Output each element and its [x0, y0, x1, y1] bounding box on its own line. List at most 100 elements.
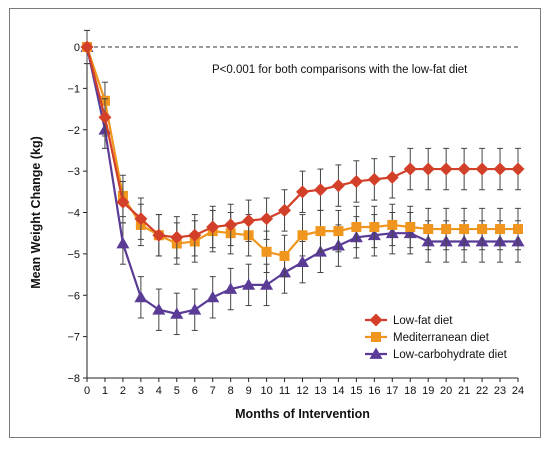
data-point — [369, 221, 380, 232]
data-point — [134, 212, 148, 226]
data-point — [98, 110, 112, 124]
data-point — [331, 179, 345, 193]
data-point — [152, 228, 166, 242]
data-point — [511, 162, 525, 176]
x-tick-label: 19 — [422, 385, 434, 397]
x-tick-label: 3 — [138, 385, 144, 397]
legend-label: Low-fat diet — [393, 315, 453, 327]
data-point — [152, 303, 166, 315]
x-tick-label: 16 — [368, 385, 380, 397]
data-point — [296, 185, 309, 199]
x-tick-label: 13 — [314, 385, 326, 397]
significance-annotation: P<0.001 for both comparisons with the lo… — [212, 64, 468, 76]
x-tick-label: 24 — [512, 385, 524, 397]
legend-label: Low-carbohydrate diet — [393, 349, 508, 361]
x-tick-label: 0 — [84, 385, 90, 397]
data-point — [116, 237, 130, 249]
x-tick-label: 7 — [210, 385, 216, 397]
data-point — [351, 221, 362, 232]
x-tick-label: 21 — [458, 385, 470, 397]
data-point — [475, 162, 489, 176]
data-point — [405, 221, 416, 232]
legend-marker — [369, 313, 383, 327]
y-tick-label: −1 — [67, 83, 80, 95]
x-tick-label: 15 — [350, 385, 362, 397]
legend-marker — [371, 332, 381, 342]
data-point — [495, 224, 506, 235]
data-point — [333, 226, 344, 237]
y-tick-label: −8 — [67, 373, 80, 385]
x-tick-label: 18 — [404, 385, 416, 397]
data-point — [242, 214, 256, 228]
x-tick-label: 8 — [228, 385, 234, 397]
data-point — [403, 162, 417, 176]
data-point — [513, 224, 523, 235]
data-point — [477, 224, 488, 235]
y-tick-label: −7 — [67, 332, 80, 344]
y-tick-label: 0 — [74, 42, 80, 54]
data-point — [313, 183, 327, 197]
y-tick-label: −6 — [67, 290, 80, 302]
tick-labels: 0−1−2−3−4−5−6−7−80 1 2 3 4 5 6 7 8 9 10 11 12 13 14 15 1… — [67, 42, 524, 397]
data-point — [279, 250, 290, 261]
data-point — [297, 230, 308, 241]
data-point — [421, 162, 435, 176]
data-point — [224, 218, 238, 232]
data-point — [170, 230, 184, 244]
data-point — [188, 303, 202, 315]
x-tick-label: 11 — [279, 385, 290, 397]
x-tick-label: 22 — [476, 385, 488, 397]
legend-item-low-fat-diet: Low-fat diet — [365, 313, 453, 327]
series-low-fat-diet — [80, 29, 525, 259]
data-point — [457, 162, 471, 176]
y-tick-label: −2 — [67, 125, 80, 137]
data-point — [439, 162, 453, 176]
legend: Low-fat diet Mediterranean diet Low-carboh… — [365, 313, 508, 361]
series-layer — [80, 29, 525, 336]
y-tick-label: −4 — [67, 208, 80, 220]
data-point — [170, 307, 184, 319]
data-point — [116, 195, 130, 209]
data-point — [242, 278, 256, 290]
x-tick-label: 6 — [192, 385, 198, 397]
legend-label: Mediterranean diet — [393, 332, 490, 344]
y-axis-title: Mean Weight Change (kg) — [29, 136, 43, 289]
x-tick-label: 10 — [260, 385, 272, 397]
legend-marker — [369, 347, 383, 359]
data-point — [206, 220, 220, 234]
data-point — [493, 162, 507, 176]
x-tick-label: 4 — [156, 385, 162, 397]
x-axis-title: Months of Intervention — [235, 407, 370, 421]
data-point — [261, 246, 272, 257]
data-point — [423, 224, 434, 235]
x-tick-label: 9 — [246, 385, 252, 397]
data-point — [260, 212, 274, 226]
data-point — [206, 290, 220, 303]
y-tick-label: −5 — [67, 249, 80, 261]
x-tick-label: 1 — [102, 385, 108, 397]
data-point — [349, 174, 363, 188]
data-point — [134, 290, 148, 303]
x-tick-label: 14 — [332, 385, 344, 397]
axes — [83, 41, 519, 382]
x-tick-label: 20 — [440, 385, 452, 397]
data-point — [315, 226, 326, 237]
x-tick-label: 17 — [386, 385, 398, 397]
x-tick-label: 5 — [174, 385, 180, 397]
data-point — [459, 224, 470, 235]
y-tick-label: −3 — [67, 166, 80, 178]
data-point — [441, 224, 452, 235]
data-point — [387, 219, 398, 230]
data-point — [224, 282, 238, 294]
x-tick-label: 2 — [120, 385, 126, 397]
x-tick-label: 23 — [494, 385, 506, 397]
data-point — [296, 255, 309, 268]
legend-item-mediterranean-diet: Mediterranean diet — [365, 332, 490, 344]
data-point — [278, 203, 292, 217]
data-point — [80, 40, 94, 54]
data-point — [188, 228, 202, 242]
data-point — [260, 278, 274, 290]
data-point — [367, 172, 381, 186]
data-point — [385, 170, 399, 184]
